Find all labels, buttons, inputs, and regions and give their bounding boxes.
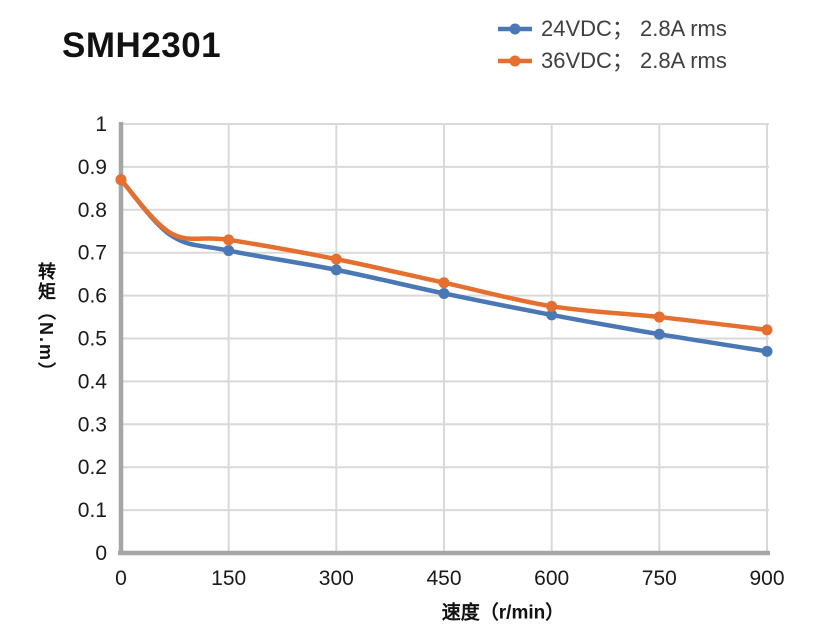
y-tick-label: 0.1 bbox=[78, 499, 107, 522]
data-point-marker bbox=[438, 287, 450, 299]
y-tick-label: 0.9 bbox=[78, 156, 107, 179]
data-point-marker bbox=[438, 277, 450, 289]
x-axis-title: 速度（r/min） bbox=[441, 602, 565, 624]
data-point-marker bbox=[653, 328, 665, 340]
x-tick-label: 900 bbox=[749, 567, 784, 590]
x-tick-label: 600 bbox=[534, 567, 569, 590]
legend-line-marker-icon bbox=[498, 55, 532, 67]
data-point-marker bbox=[223, 234, 235, 246]
data-point-marker bbox=[330, 253, 342, 265]
x-tick-label: 150 bbox=[211, 567, 246, 590]
data-point-marker bbox=[546, 300, 558, 312]
data-point-marker bbox=[330, 264, 342, 276]
legend-line-marker-icon bbox=[498, 23, 532, 35]
y-tick-label: 0.3 bbox=[78, 413, 107, 436]
y-tick-label: 0.5 bbox=[78, 328, 107, 351]
legend-label-24vdc: 24VDC； 2.8A rms bbox=[541, 15, 727, 41]
y-tick-label: 0.4 bbox=[78, 370, 108, 393]
y-axis-title: 转矩（N.m） bbox=[36, 261, 56, 383]
chart-title: SMH2301 bbox=[62, 26, 222, 65]
x-tick-label: 0 bbox=[115, 567, 127, 590]
y-tick-label: 0.8 bbox=[78, 199, 107, 222]
legend-item-24vdc: 24VDC； 2.8A rms bbox=[498, 15, 727, 43]
y-tick-label: 0 bbox=[95, 542, 107, 565]
legend: 24VDC； 2.8A rms 36VDC； 2.8A rms bbox=[498, 15, 727, 75]
y-tick-label: 1 bbox=[95, 113, 107, 136]
data-point-marker bbox=[761, 345, 773, 357]
data-point-marker bbox=[115, 174, 127, 186]
y-tick-label: 0.6 bbox=[78, 285, 107, 308]
data-point-marker bbox=[546, 309, 558, 321]
x-tick-label: 750 bbox=[642, 567, 677, 590]
legend-label-36vdc: 36VDC； 2.8A rms bbox=[541, 47, 727, 73]
data-point-marker bbox=[653, 311, 665, 323]
y-tick-label: 0.7 bbox=[78, 242, 107, 265]
x-tick-label: 300 bbox=[319, 567, 354, 590]
data-point-marker bbox=[223, 245, 235, 257]
data-point-marker bbox=[761, 324, 773, 336]
y-tick-label: 0.2 bbox=[78, 456, 107, 479]
legend-item-36vdc: 36VDC； 2.8A rms bbox=[498, 47, 727, 75]
x-tick-label: 450 bbox=[426, 567, 461, 590]
